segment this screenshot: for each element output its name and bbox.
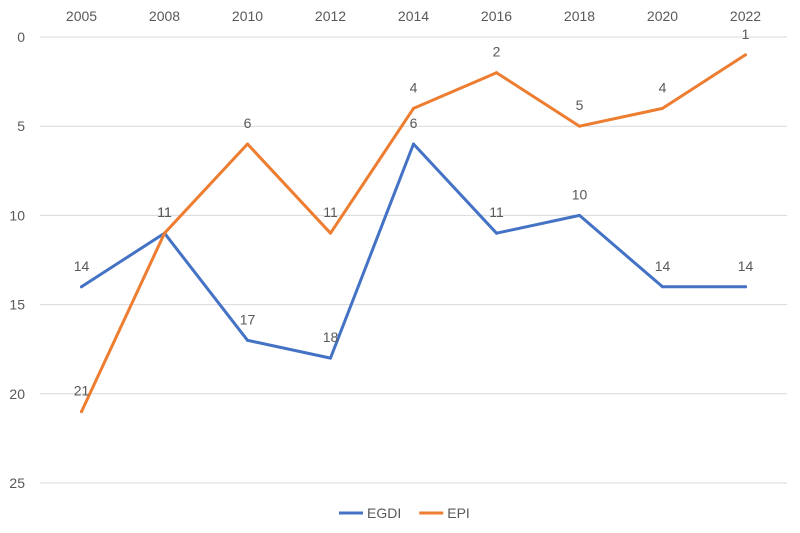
data-point-egdi	[80, 285, 83, 289]
data-point-epi	[412, 106, 415, 110]
data-label-egdi: 6	[410, 115, 418, 131]
y-tick-label: 5	[17, 118, 25, 134]
gridlines	[40, 36, 787, 484]
data-label-egdi: 11	[489, 204, 504, 220]
data-point-egdi	[495, 231, 498, 235]
x-tick-label: 2010	[232, 8, 263, 24]
data-label-egdi: 11	[157, 204, 172, 220]
x-tick-label: 2016	[481, 8, 512, 24]
data-point-epi	[246, 142, 249, 146]
legend-label-egdi: EGDI	[367, 505, 401, 521]
data-point-epi	[80, 410, 83, 414]
x-tick-label: 2008	[149, 8, 180, 24]
legend: EGDI EPI	[339, 505, 470, 521]
y-tick-label: 20	[9, 386, 25, 402]
y-axis-ticks: 0 5 10 15 20 25	[9, 29, 25, 491]
data-point-egdi	[661, 285, 664, 289]
data-point-epi	[495, 71, 498, 75]
series-line-egdi	[80, 142, 747, 360]
data-label-egdi: 14	[655, 258, 671, 274]
data-point-egdi	[246, 338, 249, 342]
data-point-epi	[744, 53, 747, 57]
x-axis-ticks: 2005 2008 2010 2012 2014 2016 2018 2020 2022	[66, 8, 761, 24]
y-tick-label: 10	[9, 207, 25, 223]
x-tick-label: 2022	[730, 8, 761, 24]
data-label-egdi: 17	[240, 311, 256, 327]
data-label-epi: 21	[74, 383, 90, 399]
y-tick-label: 0	[17, 29, 25, 45]
data-label-epi: 11	[157, 204, 172, 220]
data-label-epi: 1	[742, 26, 750, 42]
data-label-epi: 4	[659, 79, 667, 95]
data-point-egdi	[329, 356, 332, 360]
y-tick-label: 15	[9, 297, 25, 313]
data-label-egdi: 14	[738, 258, 754, 274]
y-tick-label: 25	[9, 475, 25, 491]
data-label-epi: 2	[493, 44, 501, 60]
data-point-epi	[163, 231, 166, 235]
data-point-egdi	[578, 213, 581, 217]
data-label-egdi: 10	[572, 186, 588, 202]
x-tick-label: 2014	[398, 8, 429, 24]
x-tick-label: 2012	[315, 8, 346, 24]
data-label-epi: 6	[244, 115, 252, 131]
x-tick-label: 2005	[66, 8, 97, 24]
data-point-epi	[578, 124, 581, 128]
x-tick-label: 2020	[647, 8, 678, 24]
data-label-egdi: 14	[74, 258, 90, 274]
legend-label-epi: EPI	[447, 505, 470, 521]
data-label-epi: 11	[323, 204, 338, 220]
data-point-egdi	[412, 142, 415, 146]
data-point-epi	[329, 231, 332, 235]
series-lines	[80, 53, 747, 414]
data-label-epi: 4	[410, 79, 418, 95]
data-label-epi: 5	[576, 97, 584, 113]
x-tick-label: 2018	[564, 8, 595, 24]
data-point-egdi	[744, 285, 747, 289]
data-point-epi	[661, 106, 664, 110]
data-label-egdi: 18	[323, 329, 339, 345]
